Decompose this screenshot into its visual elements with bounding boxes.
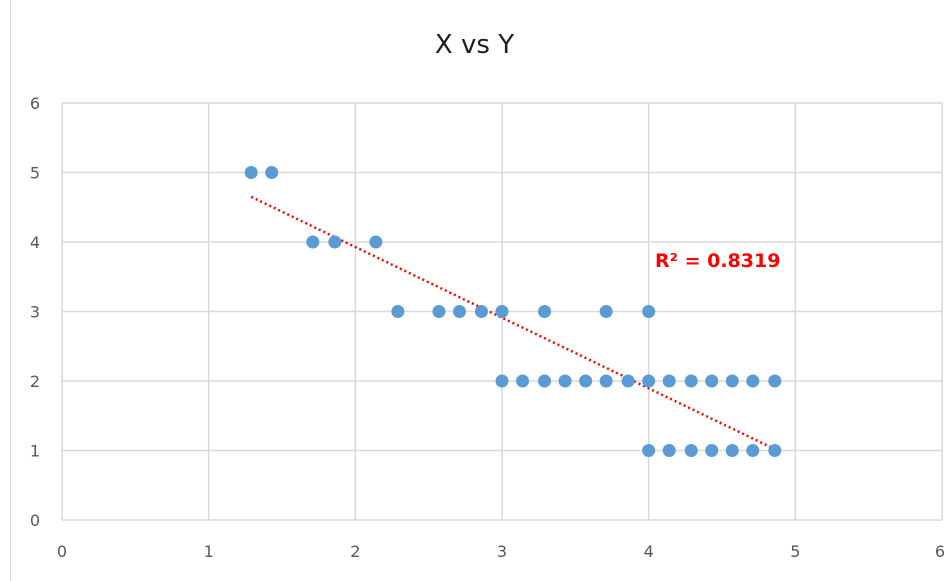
x-tick-label: 6	[935, 542, 945, 561]
x-tick-label: 5	[790, 542, 800, 561]
trendline-group	[250, 195, 776, 451]
data-point	[265, 166, 279, 179]
tick-labels: 0 1 2 3 4 5 6 0 1 2 3 4 5 6	[30, 94, 945, 561]
x-tick-label: 4	[644, 542, 654, 561]
data-point	[768, 444, 782, 457]
data-point	[725, 374, 739, 388]
data-point	[684, 374, 698, 388]
data-point	[746, 444, 760, 457]
y-tick-label: 6	[30, 94, 40, 113]
data-point	[642, 305, 656, 318]
data-point	[599, 374, 613, 388]
data-point	[558, 374, 572, 388]
data-point	[369, 235, 383, 249]
trendline	[250, 195, 776, 451]
x-tick-label: 2	[350, 542, 360, 561]
data-point	[516, 374, 530, 388]
data-point	[599, 305, 613, 318]
data-point	[306, 235, 320, 249]
r-squared-label: R² = 0.8319	[655, 250, 780, 272]
y-tick-label: 1	[30, 442, 40, 461]
data-point	[495, 374, 509, 388]
data-point	[705, 374, 719, 388]
data-point	[538, 305, 552, 318]
data-point	[662, 444, 676, 457]
data-point	[746, 374, 760, 388]
data-point	[244, 166, 258, 179]
data-point	[725, 444, 739, 457]
data-point	[452, 305, 466, 318]
y-tick-label: 5	[30, 164, 40, 183]
data-point	[391, 305, 405, 318]
data-point	[495, 305, 509, 318]
x-tick-label: 1	[204, 542, 214, 561]
data-point	[538, 374, 552, 388]
chart-title: X vs Y	[434, 30, 515, 60]
x-tick-label: 0	[57, 542, 67, 561]
data-point	[684, 444, 698, 457]
y-tick-label: 4	[30, 233, 40, 252]
data-point	[642, 374, 656, 388]
annotations: R² = 0.8319	[655, 250, 780, 272]
y-tick-label: 3	[30, 303, 40, 322]
data-point	[642, 444, 656, 457]
left-border-line	[10, 0, 11, 581]
data-point	[662, 374, 676, 388]
data-point	[328, 235, 342, 249]
data-points	[244, 166, 782, 457]
data-point	[432, 305, 446, 318]
data-point	[768, 374, 782, 388]
data-point	[705, 444, 719, 457]
x-tick-label: 3	[497, 542, 507, 561]
y-tick-label: 2	[30, 372, 40, 391]
data-point	[621, 374, 635, 388]
y-tick-label: 0	[30, 511, 40, 530]
data-point	[579, 374, 593, 388]
data-point	[474, 305, 488, 318]
